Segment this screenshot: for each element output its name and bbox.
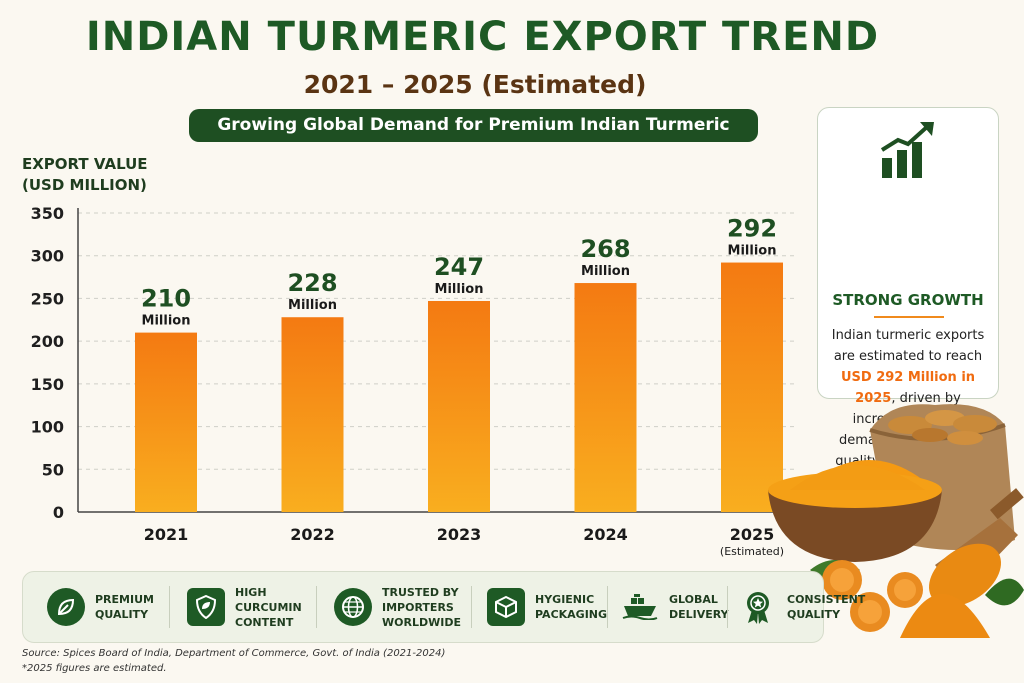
globe-icon	[334, 588, 372, 626]
growth-card-highlight: USD 292 Million in 2025	[840, 370, 976, 406]
y-tick-label: 200	[31, 332, 64, 351]
x-tick-note: (Estimated)	[720, 545, 784, 558]
feature-consistent: CONSISTENT QUALITY	[739, 572, 865, 642]
bar-2021	[135, 332, 197, 512]
growth-card-title: STRONG GROWTH	[832, 291, 984, 309]
bar-value-label: 228	[287, 269, 337, 297]
feature-label: CONSISTENT QUALITY	[787, 593, 866, 621]
source-note: Source: Spices Board of India, Departmen…	[22, 646, 445, 676]
bar-value-label: 268	[580, 235, 630, 263]
x-tick-label: 2022	[290, 525, 335, 544]
y-axis-label-line2: (USD MILLION)	[22, 176, 147, 194]
shield-leaf-icon	[187, 588, 225, 626]
feature-trusted: TRUSTED BY IMPORTERS WORLDWIDE	[334, 572, 461, 642]
package-icon	[487, 588, 525, 626]
feature-divider	[169, 586, 170, 628]
bar-unit-label: Million	[142, 314, 191, 329]
award-icon	[739, 588, 777, 626]
bar-unit-label: Million	[288, 298, 337, 313]
feature-hygienic: HYGIENIC PACKAGING	[487, 572, 607, 642]
y-tick-label: 0	[53, 503, 64, 522]
feature-high-curcumin: HIGH CURCUMIN CONTENT	[187, 572, 302, 642]
y-tick-label: 50	[42, 460, 64, 479]
bar-2025	[721, 262, 783, 512]
feature-label: TRUSTED BY IMPORTERS WORLDWIDE	[382, 585, 461, 629]
growth-card: STRONG GROWTH Indian turmeric exports ar…	[817, 107, 999, 511]
y-tick-label: 250	[31, 289, 64, 308]
bar-unit-label: Million	[581, 264, 630, 279]
feature-divider	[607, 586, 608, 628]
bar-value-label: 292	[727, 215, 777, 243]
bar-2024	[574, 283, 637, 512]
y-tick-label: 150	[31, 375, 64, 394]
source-text: Source: Spices Board of India, Departmen…	[22, 648, 446, 659]
bar-value-label: 210	[141, 285, 191, 313]
page-title: INDIAN TURMERIC EXPORT TREND	[85, 14, 880, 60]
feature-divider	[727, 586, 728, 628]
y-tick-label: 100	[31, 418, 64, 437]
feature-divider	[471, 586, 472, 628]
bar-unit-label: Million	[435, 282, 484, 297]
feature-global-delivery: GLOBAL DELIVERY	[621, 572, 729, 642]
bar-2023	[428, 300, 490, 512]
bar-2022	[281, 317, 344, 512]
bar-value-label: 247	[434, 253, 484, 281]
growth-card-divider	[874, 316, 944, 318]
feature-label: HYGIENIC PACKAGING	[535, 593, 608, 621]
y-tick-label: 300	[31, 247, 64, 266]
tagline-banner: Growing Global Demand for Premium Indian…	[189, 109, 758, 142]
feature-premium-quality: PREMIUM QUALITY	[47, 572, 154, 642]
feature-label: GLOBAL DELIVERY	[669, 593, 729, 621]
x-tick-label: 2024	[583, 525, 628, 544]
feature-divider	[316, 586, 317, 628]
export-bar-chart: 050100150200250300350210Million2021228Mi…	[31, 204, 795, 558]
y-axis-label-line1: EXPORT VALUE	[22, 155, 148, 173]
x-tick-label: 2021	[144, 525, 189, 544]
y-axis-label: EXPORT VALUE (USD MILLION)	[22, 154, 148, 196]
estimate-note: *2025 figures are estimated.	[22, 663, 167, 674]
bar-unit-label: Million	[728, 244, 777, 259]
ship-icon	[621, 588, 659, 626]
y-tick-label: 350	[31, 204, 64, 223]
features-strip: PREMIUM QUALITY HIGH CURCUMIN CONTENT TR…	[22, 571, 865, 643]
x-tick-label: 2023	[437, 525, 482, 544]
turmeric-illustration	[768, 404, 1024, 638]
growth-chart-icon	[880, 122, 934, 178]
feature-label: HIGH CURCUMIN CONTENT	[235, 585, 302, 629]
leaf-icon	[47, 588, 85, 626]
x-tick-label: 2025	[730, 525, 775, 544]
feature-label: PREMIUM QUALITY	[95, 593, 154, 621]
growth-card-text-before: Indian turmeric exports are estimated to…	[831, 328, 985, 364]
page-subtitle: 2021 – 2025 (Estimated)	[303, 70, 647, 99]
